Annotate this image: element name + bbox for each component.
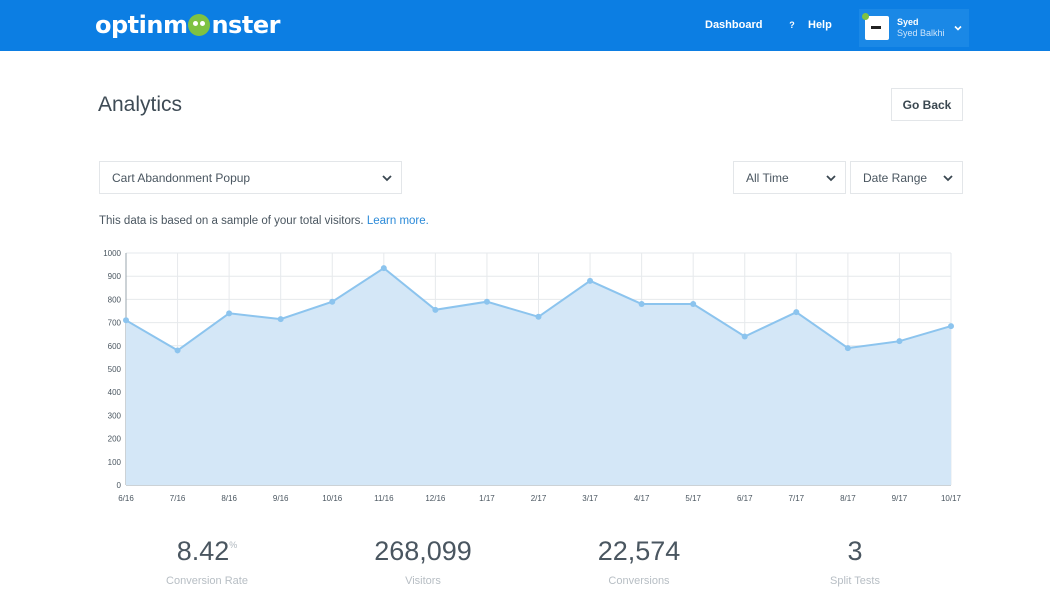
chart-point[interactable] xyxy=(793,309,800,316)
stat-label: Conversions xyxy=(608,575,670,587)
chevron-down-icon xyxy=(826,175,836,182)
user-first-name: Syed xyxy=(897,17,919,27)
chevron-down-icon xyxy=(943,175,953,182)
x-tick-label: 10/16 xyxy=(322,494,343,503)
stat-value: 3 xyxy=(847,536,863,566)
y-tick-label: 800 xyxy=(108,295,122,304)
optinmonster-logo[interactable]: optinm nster xyxy=(95,8,280,42)
date-range-select[interactable]: Date Range xyxy=(850,161,963,194)
x-tick-label: 12/16 xyxy=(425,494,446,503)
x-tick-label: 9/16 xyxy=(273,494,289,503)
chart-point[interactable] xyxy=(123,317,129,324)
stat-label: Split Tests xyxy=(830,575,880,587)
chart-point[interactable] xyxy=(587,277,594,284)
top-navigation-bar: optinm nster Dashboard ? Help Syed Syed B… xyxy=(0,0,1050,51)
visitors-area-chart: 0 100 200 300 400 500 600 700 800 900 1000 6/16 7/1… xyxy=(103,249,961,503)
x-tick-label: 8/17 xyxy=(840,494,856,503)
user-menu[interactable]: Syed Syed Balkhi xyxy=(859,9,969,47)
y-tick-label: 200 xyxy=(108,435,122,444)
y-tick-label: 0 xyxy=(117,481,122,490)
chart-points xyxy=(123,265,954,354)
x-tick-label: 6/17 xyxy=(737,494,753,503)
x-tick-label: 6/16 xyxy=(118,494,134,503)
chart-point[interactable] xyxy=(948,323,954,330)
chevron-down-icon xyxy=(382,175,392,182)
chart-point[interactable] xyxy=(226,310,233,317)
x-tick-label: 1/17 xyxy=(479,494,495,503)
chart-x-ticks: 6/16 7/16 8/16 9/16 10/16 11/16 12/16 1/17 2/17 3… xyxy=(118,494,961,503)
time-select-value: All Time xyxy=(746,170,789,185)
y-tick-label: 500 xyxy=(108,365,122,374)
logo-text: optinm nster xyxy=(95,11,280,39)
chart-point[interactable] xyxy=(844,345,851,352)
nav-dashboard-link[interactable]: Dashboard xyxy=(705,19,763,31)
user-full-name: Syed Balkhi xyxy=(897,28,945,38)
x-tick-label: 7/16 xyxy=(170,494,186,503)
y-tick-label: 1000 xyxy=(103,249,121,258)
x-tick-label: 11/16 xyxy=(374,494,394,503)
date-range-select-value: Date Range xyxy=(863,170,928,185)
y-tick-label: 600 xyxy=(108,342,122,351)
stat-value: 8.42% xyxy=(176,536,238,566)
help-icon: ? xyxy=(789,20,795,30)
stat-value: 22,574 xyxy=(597,536,681,566)
x-tick-label: 8/16 xyxy=(221,494,237,503)
stat-conversions: 22,574 Conversions xyxy=(539,536,739,587)
chart-y-ticks: 0 100 200 300 400 500 600 700 800 900 1000 xyxy=(103,249,121,490)
x-tick-label: 9/17 xyxy=(892,494,908,503)
chart-point[interactable] xyxy=(329,298,336,305)
chart-point[interactable] xyxy=(483,298,490,305)
y-tick-label: 400 xyxy=(108,388,122,397)
sample-note: This data is based on a sample of your t… xyxy=(99,215,429,227)
campaign-select-value: Cart Abandonment Popup xyxy=(112,170,251,185)
y-tick-label: 100 xyxy=(108,458,122,467)
stat-conversion-rate: 8.42% Conversion Rate xyxy=(107,536,307,587)
stat-label: Visitors xyxy=(405,575,441,587)
stat-label: Conversion Rate xyxy=(166,575,248,587)
campaign-select[interactable]: Cart Abandonment Popup xyxy=(99,161,402,194)
x-tick-label: 2/17 xyxy=(531,494,547,503)
time-select[interactable]: All Time xyxy=(733,161,846,194)
sample-note-text: This data is based on a sample of your t… xyxy=(99,215,364,227)
chart-area-fill xyxy=(126,268,951,485)
x-tick-label: 10/17 xyxy=(941,494,962,503)
x-tick-label: 3/17 xyxy=(582,494,598,503)
monster-icon xyxy=(188,14,211,36)
avatar xyxy=(862,13,889,40)
y-tick-label: 900 xyxy=(108,272,122,281)
chevron-down-icon xyxy=(954,25,962,31)
x-tick-label: 5/17 xyxy=(685,494,701,503)
learn-more-link[interactable]: Learn more. xyxy=(366,215,429,227)
chart-point[interactable] xyxy=(432,306,439,313)
stat-split-tests: 3 Split Tests xyxy=(755,536,955,587)
x-tick-label: 4/17 xyxy=(634,494,650,503)
percent-sign: % xyxy=(229,540,238,550)
chart-point[interactable] xyxy=(277,316,284,323)
chart-point[interactable] xyxy=(896,338,903,345)
chart-point[interactable] xyxy=(741,333,748,340)
chart-point[interactable] xyxy=(638,301,645,308)
chart-point[interactable] xyxy=(174,347,181,354)
chart-point[interactable] xyxy=(690,301,697,308)
x-tick-label: 7/17 xyxy=(789,494,805,503)
go-back-button[interactable]: Go Back xyxy=(891,88,963,121)
nav-help-link[interactable]: Help xyxy=(808,19,832,31)
stat-visitors: 268,099 Visitors xyxy=(323,536,523,587)
chart-point[interactable] xyxy=(535,313,542,320)
user-names: Syed Syed Balkhi xyxy=(897,17,945,39)
page-title: Analytics xyxy=(98,93,183,116)
chart-point[interactable] xyxy=(380,265,387,272)
stat-value: 268,099 xyxy=(374,536,472,566)
y-tick-label: 300 xyxy=(108,411,122,420)
y-tick-label: 700 xyxy=(108,319,122,328)
